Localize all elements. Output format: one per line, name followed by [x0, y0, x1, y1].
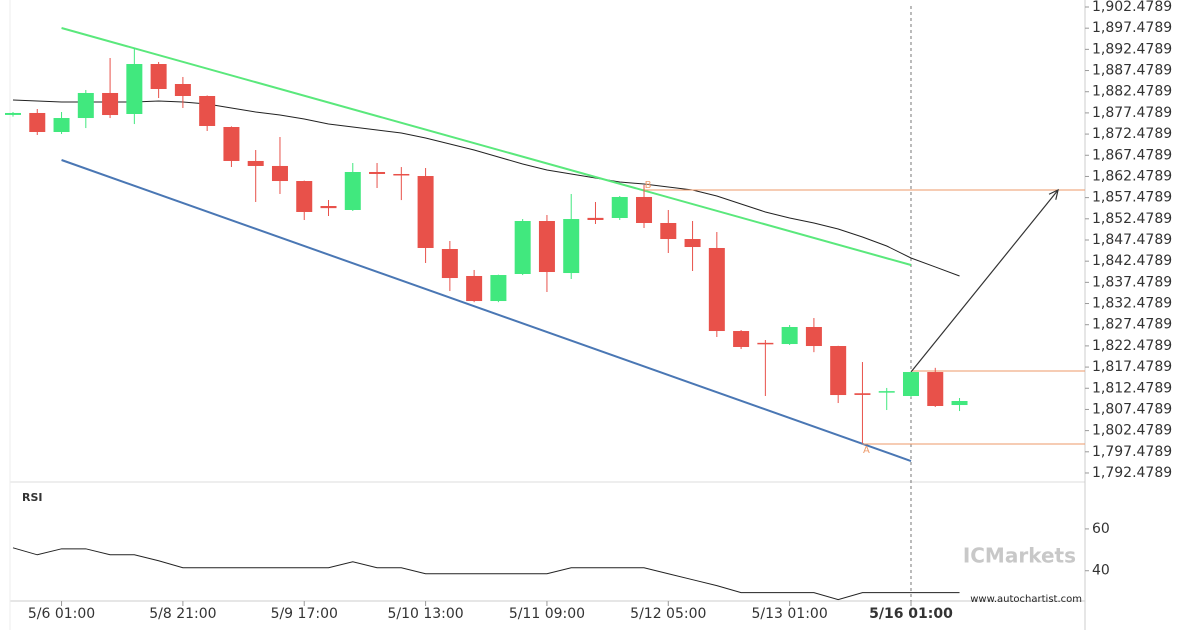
x-tick-label: 5/11 09:00 — [509, 606, 585, 622]
y-tick-label: 1,792.4789 — [1092, 465, 1172, 481]
x-tick-label: 5/6 01:00 — [28, 606, 95, 622]
candle-body — [563, 219, 580, 274]
candle-body — [369, 171, 386, 174]
candle-body — [708, 247, 725, 332]
y-tick-label: 1,847.4789 — [1092, 232, 1172, 248]
trend-line — [61, 159, 912, 462]
candle-body — [126, 64, 143, 114]
candle-body — [514, 221, 531, 275]
candle-body — [466, 275, 483, 302]
candle-body — [902, 372, 919, 397]
candle-body — [223, 127, 240, 161]
candle-body — [660, 222, 677, 240]
candle-body — [199, 95, 216, 126]
arrow — [910, 189, 1059, 373]
candle-body — [490, 275, 507, 302]
x-tick-label: 5/9 17:00 — [271, 606, 338, 622]
candle-body — [611, 196, 628, 218]
candle-body — [296, 181, 313, 212]
candle-body — [757, 342, 774, 345]
candle-body — [5, 112, 21, 115]
x-tick-label: 5/8 21:00 — [149, 606, 216, 622]
candle-body — [247, 160, 264, 166]
y-tick-label: 1,857.4789 — [1092, 190, 1172, 206]
candle-body — [684, 239, 701, 248]
candle-body — [927, 372, 944, 407]
y-tick-label: 1,827.4789 — [1092, 317, 1172, 333]
y-tick-label: 1,892.4789 — [1092, 41, 1172, 57]
x-tick-label: 5/12 05:00 — [630, 606, 706, 622]
candle-body — [77, 92, 94, 119]
x-tick-label: 5/13 01:00 — [752, 606, 828, 622]
y-tick-label: 1,807.4789 — [1092, 401, 1172, 417]
y-tick-label: 1,822.4789 — [1092, 338, 1172, 354]
y-tick-label: 1,872.4789 — [1092, 126, 1172, 142]
source: www.autochartist.com — [970, 594, 1082, 605]
y-tick-label: 1,862.4789 — [1092, 168, 1172, 184]
candle-body — [636, 196, 653, 223]
candle-body — [733, 331, 750, 347]
candle-body — [102, 92, 119, 116]
candle-body — [830, 346, 847, 396]
candle-body — [441, 249, 458, 279]
candle-body — [854, 393, 871, 395]
y-tick-label: 1,832.4789 — [1092, 296, 1172, 312]
candle-body — [781, 326, 798, 345]
arrow-head — [1048, 188, 1059, 200]
candle-body — [538, 221, 555, 273]
x-tick-label: 5/16 01:00 — [869, 606, 953, 622]
rsi-title: RSI — [22, 491, 43, 504]
y-tick-label: 1,817.4789 — [1092, 359, 1172, 375]
brand: ICMarkets — [963, 544, 1076, 568]
rsi-line — [12, 547, 960, 601]
y-tick-label: 1,797.4789 — [1092, 444, 1172, 460]
y-tick-label: 1,867.4789 — [1092, 147, 1172, 163]
y-tick-label: 1,902.4789 — [1092, 0, 1172, 15]
y-tick-label: 1,802.4789 — [1092, 423, 1172, 439]
x-tick-label: 5/10 13:00 — [387, 606, 463, 622]
y-tick-label: 1,837.4789 — [1092, 274, 1172, 290]
level-label: B — [645, 180, 652, 191]
trend-line — [61, 27, 912, 266]
candle-body — [805, 326, 822, 347]
candle-body — [587, 217, 604, 220]
level-label: A — [863, 445, 870, 456]
candle-body — [271, 165, 288, 182]
candle-body — [951, 401, 968, 406]
y-tick-label: 40 — [1092, 563, 1110, 579]
candle-body — [174, 84, 191, 96]
candle-body — [393, 173, 410, 176]
y-tick-label: 1,882.4789 — [1092, 84, 1172, 100]
candle-body — [878, 391, 895, 393]
candle-body — [53, 118, 70, 133]
candle-body — [150, 64, 167, 90]
y-tick-label: 1,842.4789 — [1092, 253, 1172, 269]
y-tick-label: 1,897.4789 — [1092, 20, 1172, 36]
candle-body — [29, 112, 46, 133]
y-tick-label: 1,852.4789 — [1092, 211, 1172, 227]
y-tick-label: 60 — [1092, 521, 1110, 537]
y-tick-label: 1,812.4789 — [1092, 380, 1172, 396]
candle-body — [320, 206, 337, 209]
y-tick-label: 1,877.4789 — [1092, 105, 1172, 121]
candle-body — [417, 176, 434, 248]
candle-body — [344, 171, 361, 210]
y-tick-label: 1,887.4789 — [1092, 63, 1172, 79]
moving-average — [12, 99, 960, 277]
